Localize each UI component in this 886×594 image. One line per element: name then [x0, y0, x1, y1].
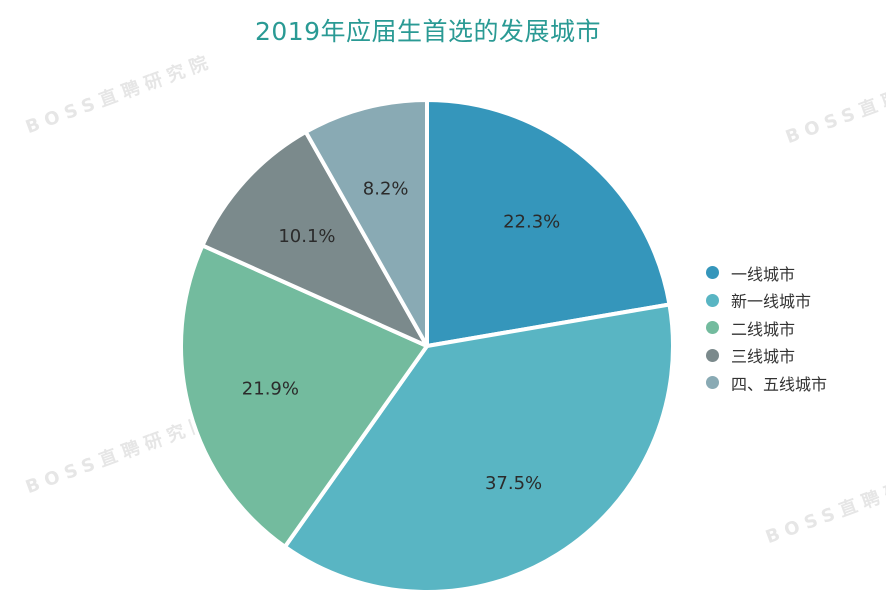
legend-item-tier3: 三线城市 [706, 342, 827, 370]
pie-slice-new-tier1 [282, 302, 675, 594]
pie-slices [179, 98, 675, 594]
chart-legend: 一线城市新一线城市二线城市三线城市四、五线城市 [706, 259, 827, 397]
pie-slice-tier1 [425, 98, 672, 348]
pie-slice-tier3 [200, 129, 429, 348]
data-label-new-tier1: 37.5% [485, 473, 542, 494]
legend-label: 四、五线城市 [731, 374, 828, 394]
legend-item-tier2: 二线城市 [706, 314, 827, 342]
legend-label: 二线城市 [731, 319, 796, 339]
data-label-tier1: 22.3% [503, 211, 560, 232]
legend-label: 一线城市 [731, 264, 796, 284]
legend-item-new-tier1: 新一线城市 [706, 287, 827, 315]
legend-label: 新一线城市 [731, 292, 812, 312]
pie-slice-tier2 [179, 243, 429, 549]
legend-marker [706, 376, 719, 390]
legend-marker [706, 348, 719, 362]
pie-slice-tier4-5 [303, 98, 429, 348]
legend-marker [706, 266, 719, 280]
legend-marker [706, 321, 719, 335]
chart-title: 2019年应届生首选的发展城市 [254, 17, 602, 46]
data-label-tier3: 10.1% [278, 226, 335, 247]
legend-item-tier1: 一线城市 [706, 259, 827, 287]
data-label-tier4-5: 8.2% [363, 178, 409, 199]
legend-marker [706, 293, 719, 307]
legend-item-tier4-5: 四、五线城市 [706, 369, 827, 397]
legend-label: 三线城市 [731, 347, 796, 367]
pie-labels: 22.3% 37.5% 21.9% 10.1% 8.2% [242, 178, 560, 493]
data-label-tier2: 21.9% [242, 378, 299, 399]
